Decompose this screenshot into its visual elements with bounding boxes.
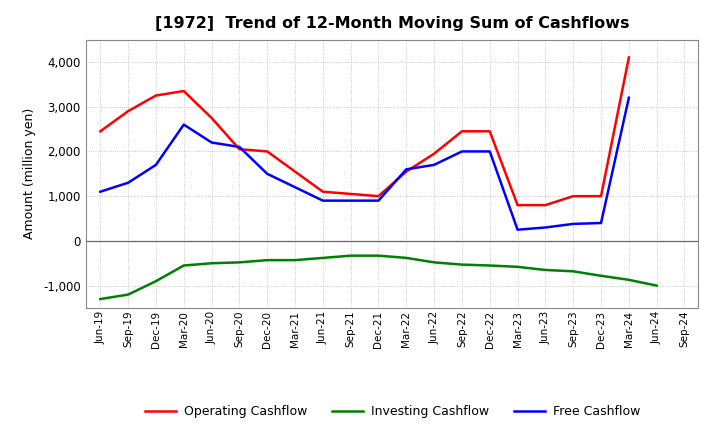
- Investing Cashflow: [152, 279, 161, 284]
- Free Cashflow: [263, 171, 271, 176]
- Free Cashflow: [513, 227, 522, 232]
- Investing Cashflow: [124, 292, 132, 297]
- Legend: Operating Cashflow, Investing Cashflow, Free Cashflow: Operating Cashflow, Investing Cashflow, …: [140, 400, 645, 423]
- Free Cashflow: [235, 144, 243, 150]
- Free Cashflow: [430, 162, 438, 168]
- Investing Cashflow: [263, 257, 271, 263]
- Operating Cashflow: [263, 149, 271, 154]
- Investing Cashflow: [485, 263, 494, 268]
- Investing Cashflow: [207, 260, 216, 266]
- Line: Operating Cashflow: Operating Cashflow: [100, 58, 629, 205]
- Free Cashflow: [402, 167, 410, 172]
- Investing Cashflow: [235, 260, 243, 265]
- Investing Cashflow: [569, 269, 577, 274]
- Line: Investing Cashflow: Investing Cashflow: [100, 256, 657, 299]
- Free Cashflow: [318, 198, 327, 203]
- Investing Cashflow: [652, 283, 661, 288]
- Investing Cashflow: [541, 268, 550, 273]
- Free Cashflow: [179, 122, 188, 127]
- Investing Cashflow: [318, 255, 327, 260]
- Free Cashflow: [152, 162, 161, 168]
- Free Cashflow: [207, 140, 216, 145]
- Operating Cashflow: [374, 194, 383, 199]
- Title: [1972]  Trend of 12-Month Moving Sum of Cashflows: [1972] Trend of 12-Month Moving Sum of C…: [155, 16, 630, 32]
- Operating Cashflow: [318, 189, 327, 194]
- Investing Cashflow: [346, 253, 355, 258]
- Free Cashflow: [346, 198, 355, 203]
- Operating Cashflow: [291, 169, 300, 174]
- Operating Cashflow: [513, 202, 522, 208]
- Y-axis label: Amount (million yen): Amount (million yen): [23, 108, 36, 239]
- Operating Cashflow: [485, 128, 494, 134]
- Operating Cashflow: [179, 88, 188, 94]
- Investing Cashflow: [597, 273, 606, 279]
- Free Cashflow: [96, 189, 104, 194]
- Free Cashflow: [124, 180, 132, 185]
- Operating Cashflow: [402, 169, 410, 174]
- Operating Cashflow: [124, 109, 132, 114]
- Investing Cashflow: [374, 253, 383, 258]
- Free Cashflow: [597, 220, 606, 226]
- Investing Cashflow: [513, 264, 522, 269]
- Operating Cashflow: [624, 55, 633, 60]
- Investing Cashflow: [430, 260, 438, 265]
- Free Cashflow: [569, 221, 577, 227]
- Operating Cashflow: [346, 191, 355, 197]
- Operating Cashflow: [235, 147, 243, 152]
- Investing Cashflow: [624, 277, 633, 282]
- Investing Cashflow: [179, 263, 188, 268]
- Operating Cashflow: [96, 128, 104, 134]
- Line: Free Cashflow: Free Cashflow: [100, 98, 629, 230]
- Investing Cashflow: [96, 297, 104, 302]
- Operating Cashflow: [458, 128, 467, 134]
- Free Cashflow: [541, 225, 550, 230]
- Investing Cashflow: [402, 255, 410, 260]
- Operating Cashflow: [152, 93, 161, 98]
- Free Cashflow: [458, 149, 467, 154]
- Free Cashflow: [374, 198, 383, 203]
- Operating Cashflow: [569, 194, 577, 199]
- Operating Cashflow: [207, 115, 216, 121]
- Investing Cashflow: [458, 262, 467, 267]
- Operating Cashflow: [541, 202, 550, 208]
- Free Cashflow: [291, 185, 300, 190]
- Investing Cashflow: [291, 257, 300, 263]
- Free Cashflow: [624, 95, 633, 100]
- Operating Cashflow: [597, 194, 606, 199]
- Operating Cashflow: [430, 151, 438, 156]
- Free Cashflow: [485, 149, 494, 154]
